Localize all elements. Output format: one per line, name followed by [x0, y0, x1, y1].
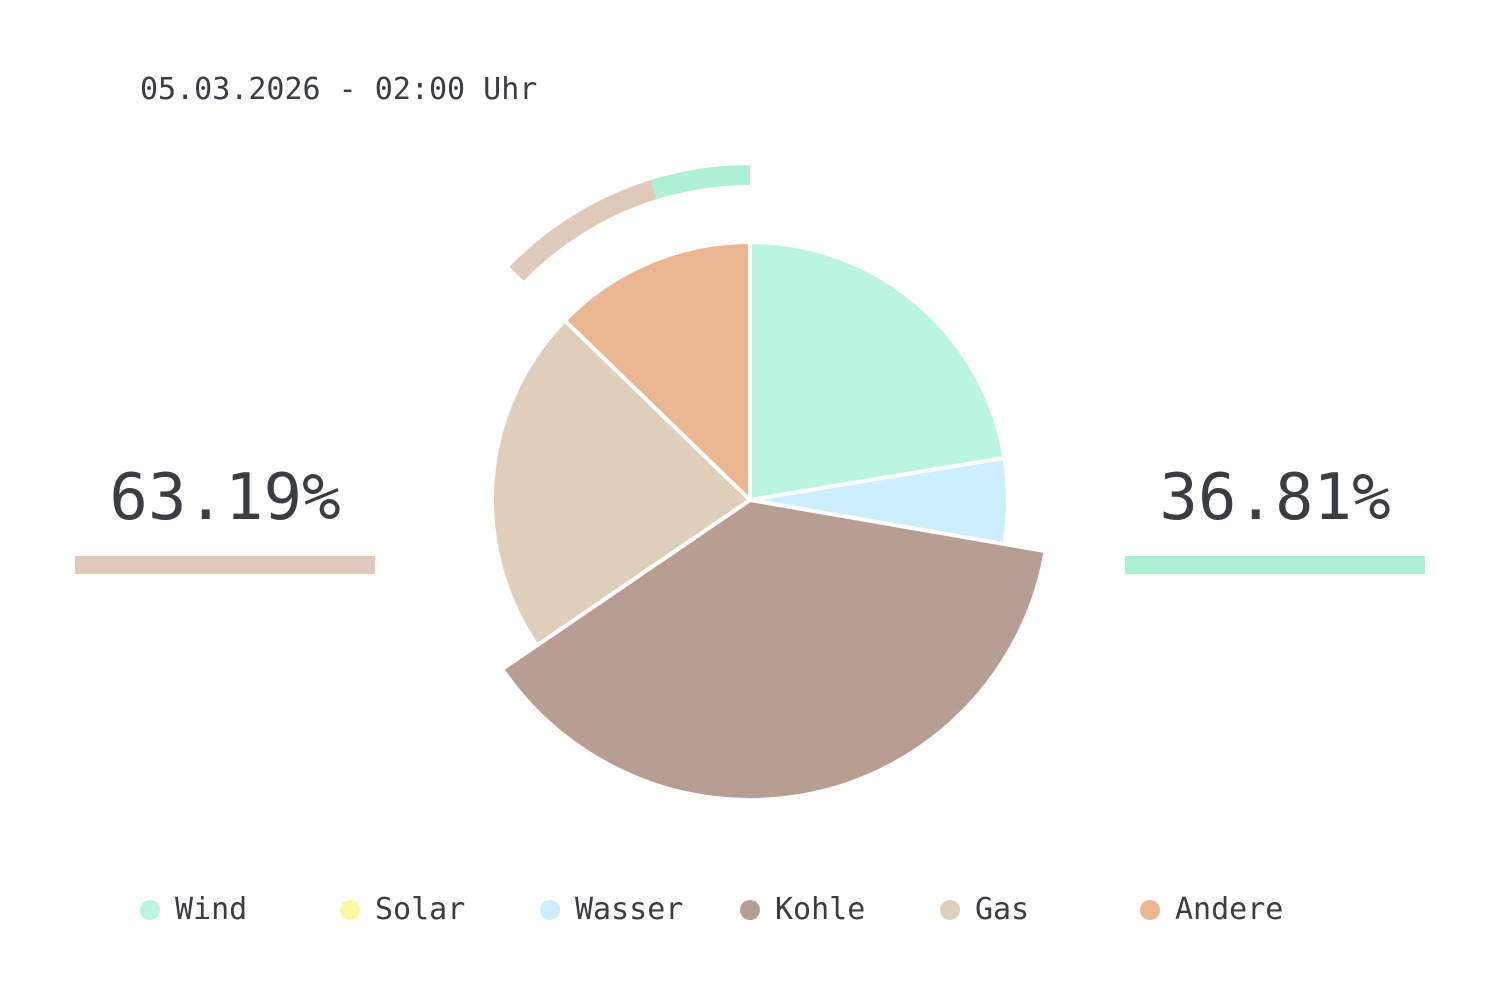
- pie-slice-gas: [490, 318, 752, 648]
- legend-label: Andere: [1175, 892, 1284, 927]
- legend-swatch: [140, 899, 160, 920]
- legend-label: Wind: [175, 892, 248, 927]
- legend-item-wind: Wind: [140, 892, 247, 927]
- pie-slice-wind: [748, 240, 1007, 502]
- legend-label: Solar: [375, 892, 466, 927]
- outer-arc-1: [509, 179, 657, 281]
- legend-swatch: [740, 899, 760, 920]
- outer-arc-2: [650, 165, 751, 200]
- legend-item-andere: Andere: [1140, 892, 1283, 927]
- renewable-share-bar: [1125, 556, 1425, 574]
- legend-swatch: [340, 899, 360, 920]
- legend-swatch: [540, 899, 560, 920]
- legend-item-kohle: Kohle: [740, 892, 865, 927]
- legend-item-wasser: Wasser: [540, 892, 683, 927]
- fossil-share: 63.19%: [75, 466, 375, 574]
- renewable-share-value: 36.81%: [1159, 461, 1391, 535]
- legend-swatch: [940, 899, 960, 920]
- chart-timestamp: 05.03.2026 - 02:00 Uhr: [140, 72, 538, 107]
- fossil-share-bar: [75, 556, 375, 574]
- legend-swatch: [1140, 899, 1160, 920]
- legend-label: Kohle: [775, 892, 866, 927]
- renewable-share: 36.81%: [1125, 466, 1425, 574]
- legend-item-solar: Solar: [340, 892, 465, 927]
- legend-item-gas: Gas: [940, 892, 1029, 927]
- legend-label: Gas: [975, 892, 1030, 927]
- pie-slice-andere: [562, 240, 752, 502]
- chart-legend: Wind Solar Wasser Kohle Gas Andere: [140, 892, 1380, 932]
- pie-slice-kohle: [500, 498, 1048, 802]
- fossil-share-value: 63.19%: [109, 461, 341, 535]
- legend-label: Wasser: [575, 892, 684, 927]
